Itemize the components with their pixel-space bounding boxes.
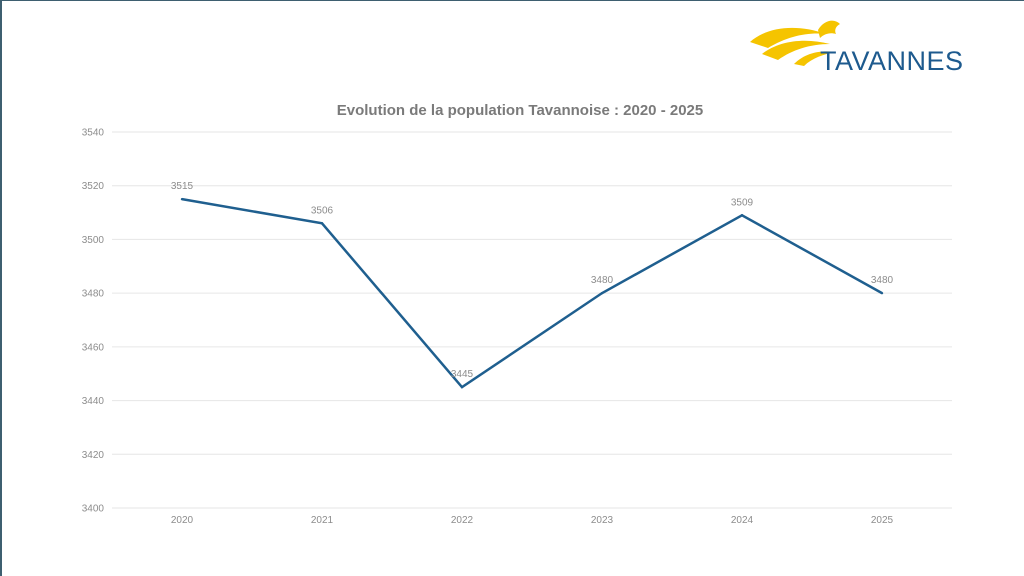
data-point (320, 222, 324, 225)
data-label: 3480 (871, 275, 894, 286)
y-tick-label: 3540 (82, 128, 105, 139)
data-point (460, 385, 464, 389)
data-point (180, 197, 184, 201)
y-tick-label: 3460 (82, 342, 105, 353)
y-tick-label: 3500 (82, 235, 105, 246)
series-layer (180, 197, 884, 389)
y-tick-label: 3520 (82, 181, 105, 192)
data-label: 3515 (171, 181, 194, 192)
gridlines (112, 131, 952, 509)
y-axis-ticks: 3400 3420 3440 3460 3480 3500 3520 3540 (82, 128, 105, 515)
data-labels: 3515 3506 3445 3480 3509 3480 (171, 181, 894, 380)
logo-text: TAVANNES (820, 46, 964, 76)
data-label: 3506 (311, 205, 334, 216)
y-tick-label: 3400 (82, 504, 105, 515)
x-tick-label: 2021 (311, 515, 334, 526)
series-line-population (181, 197, 883, 389)
data-point (740, 214, 744, 217)
tavannes-logo: TAVANNES (748, 16, 963, 76)
y-tick-label: 3440 (82, 396, 105, 407)
chart-title: Evolution de la population Tavannoise : … (336, 102, 704, 119)
x-axis-ticks: 2020 2021 2022 2023 2024 2025 (171, 515, 894, 526)
y-tick-label: 3480 (82, 289, 105, 300)
flame-bird-icon (750, 20, 840, 66)
x-tick-label: 2022 (451, 515, 474, 526)
x-tick-label: 2025 (871, 515, 894, 526)
data-label: 3445 (451, 369, 474, 380)
data-label: 3509 (731, 197, 754, 208)
y-tick-label: 3420 (82, 450, 105, 461)
data-point (880, 291, 884, 295)
x-tick-label: 2024 (731, 515, 754, 526)
x-tick-label: 2020 (171, 515, 194, 526)
data-point (600, 291, 604, 295)
data-label: 3480 (591, 275, 614, 286)
x-tick-label: 2023 (591, 515, 614, 526)
